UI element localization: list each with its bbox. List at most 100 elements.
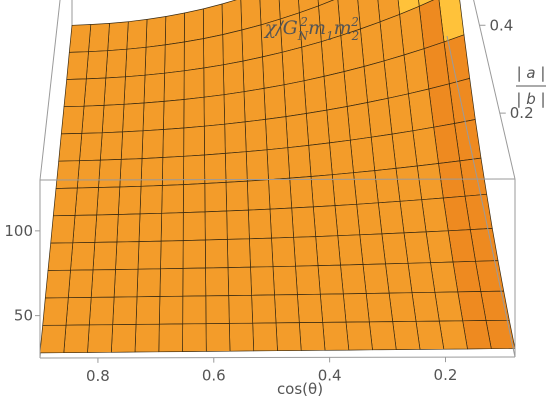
surface-patch [224, 151, 248, 183]
y-tick-label: 0.4 [489, 16, 513, 34]
surface-patch [272, 265, 298, 296]
surface-patch [225, 180, 249, 212]
surface-patch [120, 130, 144, 160]
surface-patch [204, 153, 227, 184]
y-tick-label: 0.2 [510, 104, 534, 122]
surface-patch [252, 322, 278, 352]
surface-patch [144, 44, 166, 76]
surface-patch [251, 294, 277, 324]
x-tick-label: 0.2 [434, 366, 458, 384]
surface-patch [90, 269, 116, 298]
surface-patch [76, 159, 101, 189]
surface-patch [107, 21, 129, 52]
surface-patch [283, 80, 307, 117]
z-tick-label: 100 [4, 222, 33, 240]
surface-patch [65, 297, 92, 326]
surface-patch [346, 102, 372, 141]
surface-patch [228, 294, 254, 324]
surface-patch [183, 125, 205, 157]
surface-patch [88, 296, 115, 326]
surface-patch [399, 199, 427, 234]
surface-patch [308, 142, 333, 177]
z-tick-label: 50 [14, 307, 33, 325]
surface-patch [117, 185, 142, 215]
surface-patch [203, 64, 225, 98]
surface-patch [222, 29, 244, 66]
surface-patch [83, 77, 107, 107]
surface-patch [143, 72, 165, 104]
y-axis-label-denominator: | b | [516, 90, 545, 108]
surface-patch [244, 119, 268, 153]
surface-patch [367, 97, 393, 138]
axis-ticks: 0.80.60.40.20.20.40.650100 [4, 16, 534, 385]
surface-patch [268, 177, 293, 210]
surface-patch [141, 129, 164, 159]
x-tick-label: 0.4 [318, 366, 342, 384]
surface-patch [228, 322, 255, 352]
surface-patch [135, 296, 161, 325]
surface-patch [403, 231, 431, 264]
y-axis-label-numerator: | a | [517, 64, 546, 82]
surface-patch [407, 262, 436, 294]
surface-patch [243, 88, 266, 123]
surface-patch [224, 121, 247, 154]
surface-patch [145, 16, 167, 48]
surface-patch [183, 67, 205, 100]
surface-patch [337, 234, 364, 266]
surface-patch [81, 105, 105, 134]
surface-patch [204, 182, 228, 213]
surface-patch [374, 168, 401, 204]
surface-patch [249, 237, 274, 268]
surface-patch [74, 187, 99, 216]
surface-patch [381, 232, 409, 265]
surface-patch [140, 157, 164, 187]
surface-patch [438, 320, 468, 350]
surface-patch [343, 66, 368, 107]
surface-patch [340, 264, 367, 295]
surface-patch [163, 70, 185, 102]
surface-patch [94, 214, 119, 243]
surface-patch [392, 320, 421, 350]
surface-patch [162, 127, 185, 158]
surface-patch [52, 187, 78, 217]
surface-patch [315, 235, 341, 266]
surface-patch [360, 21, 385, 67]
surface-patch [158, 295, 184, 325]
surface-patch [182, 267, 207, 297]
surface-patch [183, 96, 205, 129]
surface-patch [323, 71, 348, 111]
surface-patch [287, 145, 312, 179]
surface-patch [203, 94, 226, 127]
surface-patch [63, 78, 87, 108]
surface-patch [99, 131, 123, 161]
surface-patch [203, 34, 224, 69]
surface-patch [391, 130, 418, 169]
surface-patch [68, 24, 92, 53]
box-edge-back [39, 0, 61, 181]
surface-patch [98, 159, 122, 188]
surface-patch [123, 74, 146, 105]
surface-patch [362, 263, 390, 294]
surface-patch [411, 291, 440, 322]
surface-patch [265, 116, 289, 151]
x-tick-label: 0.8 [86, 367, 110, 385]
surface-patch [227, 266, 252, 296]
surface-patch [434, 291, 464, 322]
surface-patch [182, 239, 206, 269]
surface-patch [226, 209, 250, 240]
surface-patch [202, 3, 224, 39]
surface-patch [42, 297, 69, 326]
surface-patch [356, 202, 383, 236]
surface-patch [387, 93, 414, 135]
surface-patch [342, 293, 370, 323]
surface-patch [103, 76, 126, 106]
surface-patch [101, 103, 125, 134]
surface-patch [295, 265, 321, 295]
surface-patch [226, 238, 251, 268]
surface-plot [39, 0, 516, 354]
surface-patch [365, 292, 394, 323]
surface-patch [134, 323, 160, 353]
surface-patch [87, 324, 114, 353]
x-axis-label: cos(θ) [277, 380, 323, 398]
